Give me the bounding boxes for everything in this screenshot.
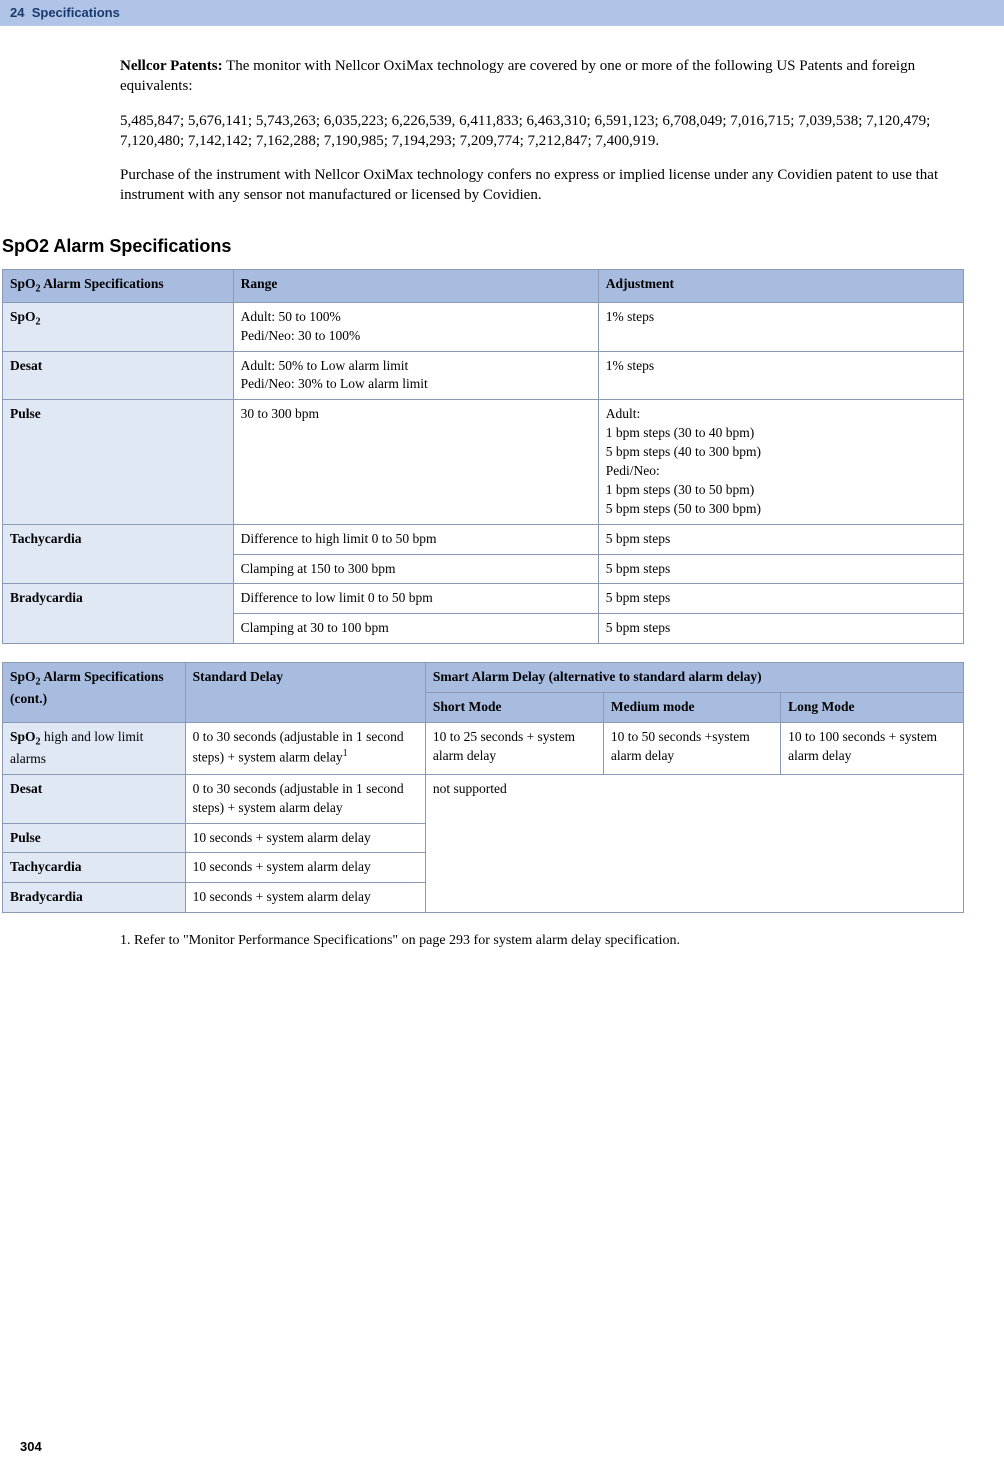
page-header: 24 Specifications [0,0,1004,26]
chapter-number: 24 [10,5,24,20]
footnote: 1. Refer to "Monitor Performance Specifi… [120,931,964,951]
t2-h2: Standard Delay [185,663,425,723]
t1-h1: SpO2 Alarm Specifications [3,269,234,302]
table-row: SpO2 Adult: 50 to 100% Pedi/Neo: 30 to 1… [3,302,964,351]
section-heading: SpO2 Alarm Specifications [2,234,964,259]
paragraph-patent-numbers: 5,485,847; 5,676,141; 5,743,263; 6,035,2… [120,111,964,152]
table-row: SpO2 high and low limit alarms 0 to 30 s… [3,722,964,774]
t1-r5-adj: 5 bpm steps [598,584,963,614]
t2-h1: SpO2 Alarm Specifications (cont.) [3,663,186,723]
t2-r4-label: Tachycardia [3,853,186,883]
t1-r5-range2: Clamping at 30 to 100 bpm [233,614,598,644]
t2-h-smart: Smart Alarm Delay (alternative to standa… [425,663,963,693]
table-row: Bradycardia Difference to low limit 0 to… [3,584,964,614]
t1-h2: Range [233,269,598,302]
t1-r4-range2: Clamping at 150 to 300 bpm [233,554,598,584]
patents-rest: The monitor with Nellcor OxiMax technolo… [120,58,915,94]
t1-r5-range: Difference to low limit 0 to 50 bpm [233,584,598,614]
t1-r3-label: Pulse [3,400,234,524]
table-row: Tachycardia Difference to high limit 0 t… [3,524,964,554]
t1-r5-adj2: 5 bpm steps [598,614,963,644]
t1-r4-adj: 5 bpm steps [598,524,963,554]
t1-r2-adj: 1% steps [598,351,963,400]
t2-not-supported: not supported [425,774,963,912]
t2-r2-std: 0 to 30 seconds (adjustable in 1 second … [185,774,425,823]
t1-r3-range: 30 to 300 bpm [233,400,598,524]
t2-r1-short: 10 to 25 seconds + system alarm delay [425,722,603,774]
alarm-spec-table: SpO2 Alarm Specifications Range Adjustme… [2,269,964,644]
table-row: Desat 0 to 30 seconds (adjustable in 1 s… [3,774,964,823]
t2-h-long: Long Mode [781,693,964,723]
t1-r4-adj2: 5 bpm steps [598,554,963,584]
t1-r5-label: Bradycardia [3,584,234,644]
t2-h-medium: Medium mode [603,693,780,723]
t2-r1-label: SpO2 high and low limit alarms [3,722,186,774]
t2-h-short: Short Mode [425,693,603,723]
t1-r1-label: SpO2 [3,302,234,351]
t2-r5-std: 10 seconds + system alarm delay [185,883,425,913]
t2-r1-long: 10 to 100 seconds + system alarm delay [781,722,964,774]
alarm-delay-table: SpO2 Alarm Specifications (cont.) Standa… [2,662,964,913]
t2-r5-label: Bradycardia [3,883,186,913]
table-row: Desat Adult: 50% to Low alarm limit Pedi… [3,351,964,400]
table-row: Pulse 30 to 300 bpm Adult: 1 bpm steps (… [3,400,964,524]
t1-r4-range: Difference to high limit 0 to 50 bpm [233,524,598,554]
t2-r1-std: 0 to 30 seconds (adjustable in 1 second … [185,722,425,774]
t2-r4-std: 10 seconds + system alarm delay [185,853,425,883]
chapter-title: Specifications [32,5,120,20]
t2-r1-medium: 10 to 50 seconds +system alarm delay [603,722,780,774]
t1-r2-range: Adult: 50% to Low alarm limit Pedi/Neo: … [233,351,598,400]
t1-r1-adj: 1% steps [598,302,963,351]
t1-r4-label: Tachycardia [3,524,234,584]
t1-h3: Adjustment [598,269,963,302]
t2-r3-std: 10 seconds + system alarm delay [185,823,425,853]
paragraph-license: Purchase of the instrument with Nellcor … [120,165,964,206]
page-number: 304 [20,1438,42,1456]
t1-r3-adj: Adult: 1 bpm steps (30 to 40 bpm) 5 bpm … [598,400,963,524]
t2-r2-label: Desat [3,774,186,823]
paragraph-patents-intro: Nellcor Patents: The monitor with Nellco… [120,56,964,97]
t1-r2-label: Desat [3,351,234,400]
t1-r1-range: Adult: 50 to 100% Pedi/Neo: 30 to 100% [233,302,598,351]
patents-bold: Nellcor Patents: [120,58,223,74]
t2-r3-label: Pulse [3,823,186,853]
